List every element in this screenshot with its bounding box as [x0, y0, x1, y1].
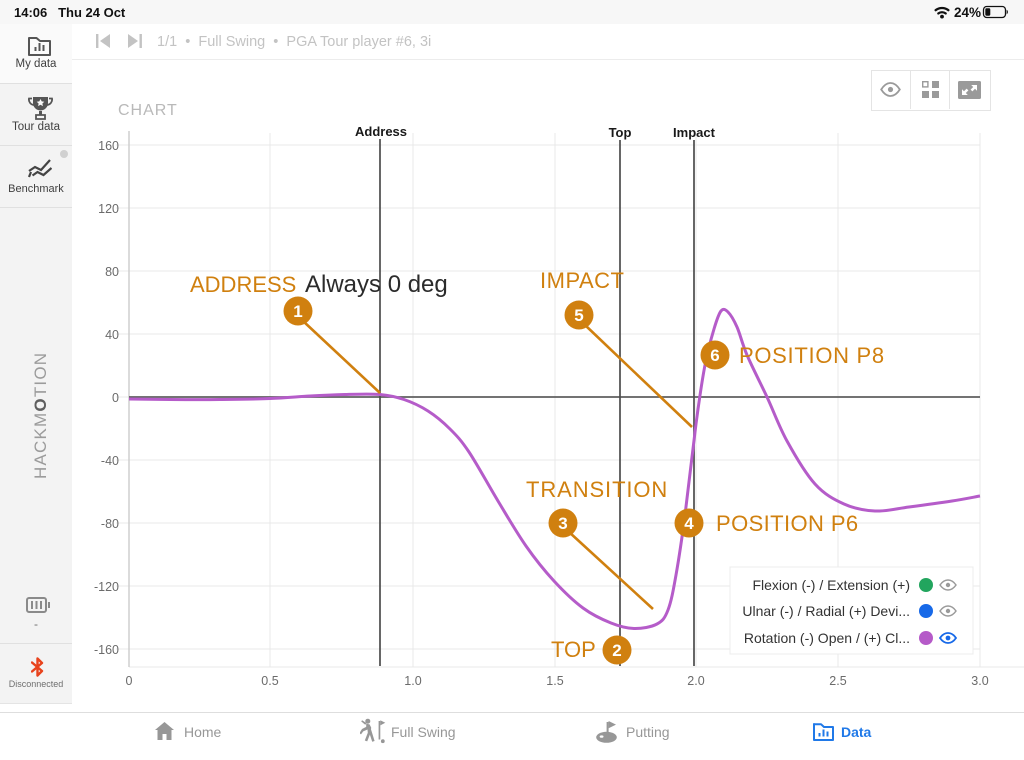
svg-text:Top: Top [609, 125, 632, 140]
svg-text:5: 5 [574, 306, 583, 325]
svg-text:Rotation (-) Open / (+) Cl...: Rotation (-) Open / (+) Cl... [744, 630, 910, 646]
svg-text:Always 0 deg: Always 0 deg [305, 271, 448, 298]
svg-text:-40: -40 [101, 454, 119, 468]
svg-text:40: 40 [105, 328, 119, 342]
svg-text:0.5: 0.5 [261, 674, 278, 688]
svg-text:1: 1 [293, 302, 302, 321]
svg-text:ADDRESS: ADDRESS [190, 272, 296, 297]
svg-text:4: 4 [684, 514, 694, 533]
svg-text:1.5: 1.5 [546, 674, 563, 688]
svg-text:2.0: 2.0 [687, 674, 704, 688]
svg-text:Address: Address [355, 124, 407, 139]
svg-text:120: 120 [98, 202, 119, 216]
svg-text:6: 6 [710, 346, 719, 365]
svg-text:0: 0 [126, 674, 133, 688]
svg-text:3.0: 3.0 [971, 674, 988, 688]
svg-text:Flexion (-) / Extension (+): Flexion (-) / Extension (+) [752, 577, 910, 593]
svg-text:1.0: 1.0 [404, 674, 421, 688]
svg-text:2: 2 [612, 641, 621, 660]
svg-text:TRANSITION: TRANSITION [526, 477, 668, 502]
svg-text:IMPACT: IMPACT [540, 268, 624, 293]
svg-text:160: 160 [98, 139, 119, 153]
svg-text:2.5: 2.5 [829, 674, 846, 688]
svg-text:TOP: TOP [551, 637, 596, 662]
svg-text:0: 0 [112, 391, 119, 405]
svg-text:-160: -160 [94, 643, 119, 657]
svg-text:Ulnar (-) / Radial (+) Devi...: Ulnar (-) / Radial (+) Devi... [742, 603, 910, 619]
svg-text:POSITION P6: POSITION P6 [716, 511, 859, 536]
svg-text:-120: -120 [94, 580, 119, 594]
svg-text:24%: 24% [954, 5, 981, 20]
svg-text:3: 3 [558, 514, 567, 533]
svg-text:80: 80 [105, 265, 119, 279]
svg-text:POSITION P8: POSITION P8 [739, 343, 885, 368]
svg-text:-80: -80 [101, 517, 119, 531]
svg-text:Impact: Impact [673, 125, 716, 140]
